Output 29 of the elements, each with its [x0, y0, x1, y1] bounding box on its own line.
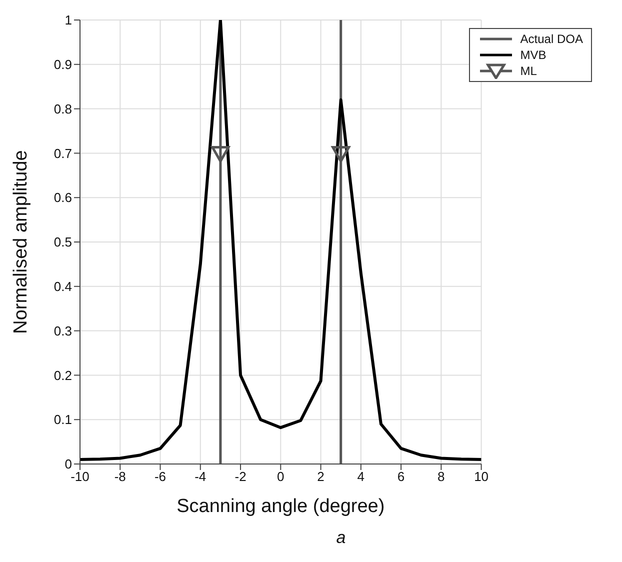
line-series: [80, 20, 482, 462]
legend-label: ML: [520, 63, 537, 79]
legend-label: Actual DOA: [520, 31, 583, 47]
y-tick-label: 0.8: [54, 101, 72, 116]
x-tick-label: 8: [438, 469, 445, 484]
y-tick-label: 0.1: [54, 412, 72, 428]
x-tick-label: 4: [357, 469, 365, 484]
legend-label: MVB: [520, 47, 546, 63]
y-tick-label: 1: [64, 12, 72, 28]
x-tick-label: -8: [114, 469, 126, 484]
y-axis-title: Normalised amplitude: [10, 150, 32, 334]
x-axis-title: Scanning angle (degree): [176, 496, 385, 517]
x-tick-label: 2: [317, 469, 324, 484]
x-tick-label: 10: [474, 469, 489, 484]
x-tick-label: -2: [234, 469, 246, 484]
x-tick-label: -6: [154, 469, 166, 484]
y-tick-label: 0.2: [54, 368, 72, 383]
y-tick-label: 0.6: [54, 190, 72, 206]
y-tick-label: 0.4: [54, 279, 72, 294]
x-tick-label: -10: [70, 469, 90, 484]
y-tick-label: 0.3: [54, 323, 72, 338]
y-tick-label: 0.5: [54, 234, 72, 250]
y-tick-label: 0.9: [54, 57, 72, 72]
x-tick-label: 0: [277, 469, 284, 484]
y-tick-label: 0: [64, 456, 72, 472]
x-tick-label: 6: [397, 469, 405, 484]
x-tick-label: -4: [194, 469, 206, 484]
text: a: [335, 528, 347, 548]
y-tick-label: 0.7: [54, 146, 72, 161]
